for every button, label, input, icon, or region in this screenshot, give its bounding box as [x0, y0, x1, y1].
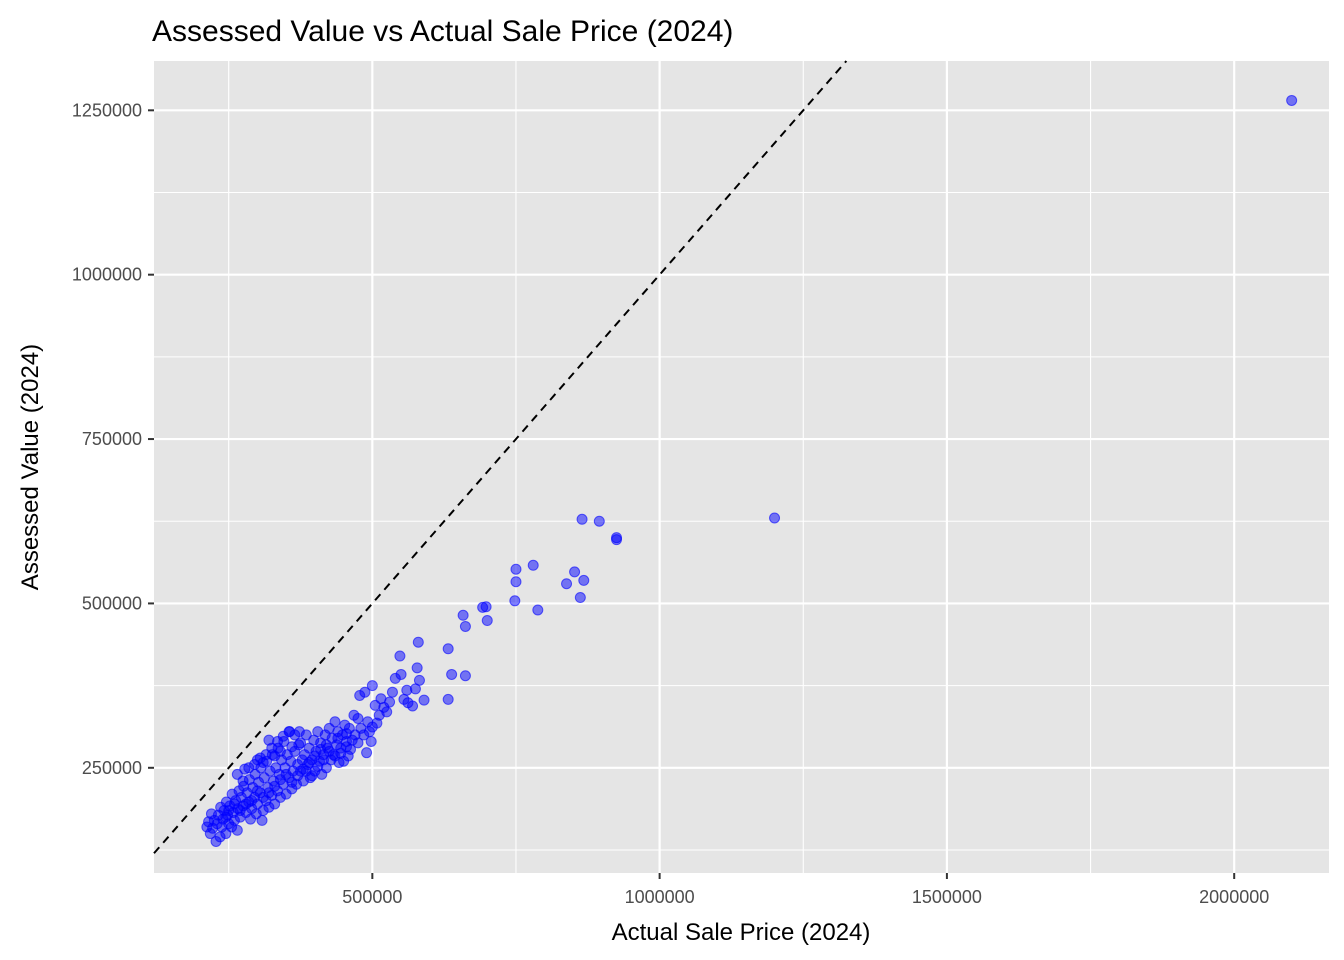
data-point	[237, 775, 249, 787]
x-tick-label: 500000	[342, 887, 402, 907]
y-tick-label: 1250000	[72, 100, 142, 120]
data-point	[593, 515, 605, 527]
data-point	[532, 604, 544, 616]
minor-gridlines	[154, 61, 1329, 873]
data-point	[201, 821, 213, 833]
data-point	[295, 737, 307, 749]
data-point	[286, 776, 298, 788]
data-point	[611, 534, 623, 546]
data-point	[354, 689, 366, 701]
data-point	[459, 620, 471, 632]
chart-title: Assessed Value vs Actual Sale Price (202…	[152, 15, 733, 48]
data-point	[332, 732, 344, 744]
data-point	[442, 693, 454, 705]
data-point	[769, 512, 781, 524]
data-point	[401, 684, 413, 696]
data-point	[340, 728, 352, 740]
data-point	[210, 835, 222, 847]
data-point	[369, 699, 381, 711]
data-point	[386, 686, 398, 698]
x-axis-title: Actual Sale Price (2024)	[612, 919, 871, 946]
y-tick-label: 1000000	[72, 265, 142, 285]
data-point	[412, 636, 424, 648]
data-point	[263, 734, 275, 746]
data-point	[442, 643, 454, 655]
data-point	[510, 576, 522, 588]
data-point	[459, 670, 471, 682]
x-tick-label: 2000000	[1199, 887, 1269, 907]
data-point	[289, 729, 301, 741]
identity-reference-line	[153, 60, 848, 854]
data-point	[418, 694, 430, 706]
data-point	[306, 770, 318, 782]
data-point	[576, 513, 588, 525]
y-axis-title: Assessed Value (2024)	[17, 344, 44, 590]
data-point	[578, 574, 590, 586]
y-tick-label: 750000	[82, 429, 142, 449]
data-point	[569, 566, 581, 578]
data-point	[446, 668, 458, 680]
data-point	[509, 595, 521, 607]
data-point	[394, 650, 406, 662]
y-tick-label: 500000	[82, 593, 142, 613]
data-point	[366, 680, 378, 692]
y-tick-label: 250000	[82, 758, 142, 778]
data-point	[251, 754, 263, 766]
x-tick-label: 1000000	[625, 887, 695, 907]
data-point	[389, 672, 401, 684]
data-point	[477, 601, 489, 613]
x-tick-label: 1500000	[912, 887, 982, 907]
y-axis-ticks: 250000 500000 750000 1000000 1250000	[72, 100, 154, 778]
x-axis-ticks: 500000 1000000 1500000 2000000	[342, 873, 1269, 907]
data-point	[1286, 94, 1298, 106]
data-point	[251, 785, 263, 797]
data-point	[457, 609, 469, 621]
data-point	[574, 592, 586, 604]
data-point	[510, 563, 522, 575]
data-point	[348, 709, 360, 721]
data-point	[274, 745, 286, 757]
data-points	[201, 94, 1298, 847]
data-point	[411, 662, 423, 674]
data-point	[362, 716, 374, 728]
data-point	[527, 559, 539, 571]
data-point	[361, 747, 373, 759]
data-point	[398, 693, 410, 705]
data-point	[220, 811, 232, 823]
data-point	[481, 615, 493, 627]
data-point	[561, 578, 573, 590]
